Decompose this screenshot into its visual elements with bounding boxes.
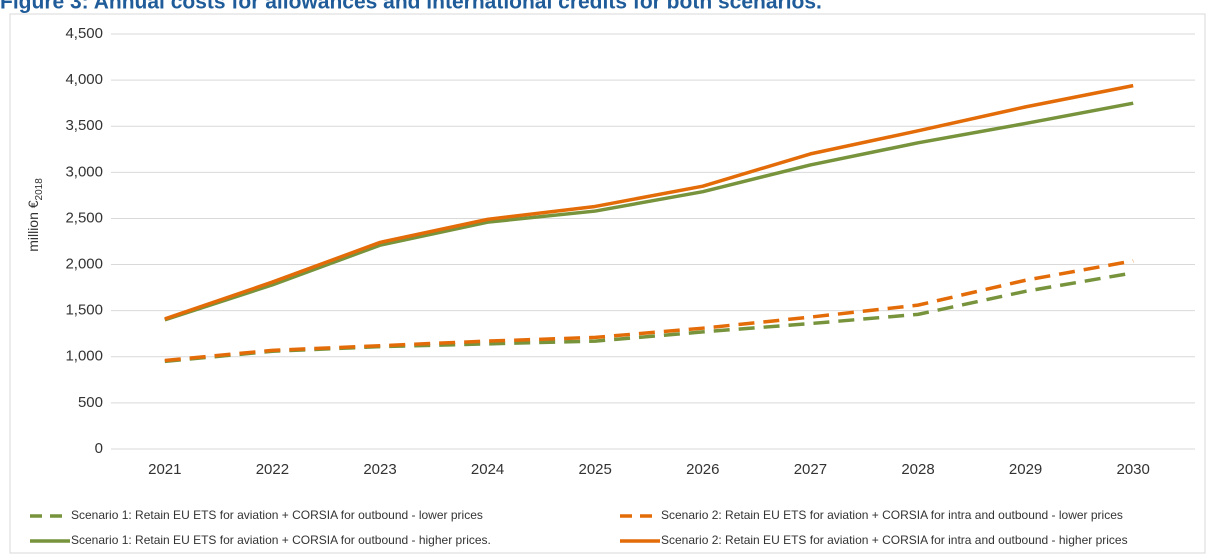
y-tick-label: 3,000 bbox=[65, 163, 103, 180]
y-tick-label: 2,500 bbox=[65, 209, 103, 226]
y-tick-label: 3,500 bbox=[65, 117, 103, 134]
x-tick-label: 2025 bbox=[579, 461, 612, 478]
y-tick-label: 4,000 bbox=[65, 71, 103, 88]
chart-frame bbox=[9, 13, 1206, 554]
series-line bbox=[164, 271, 1134, 364]
series-line bbox=[164, 83, 1134, 321]
x-tick-label: 2028 bbox=[901, 461, 934, 478]
y-axis-label: million €2018 bbox=[25, 178, 45, 252]
x-tick-label: 2029 bbox=[1009, 461, 1042, 478]
chart-title: Figure 3: Annual costs for allowances an… bbox=[0, 0, 822, 14]
x-tick-label: 2022 bbox=[256, 461, 289, 478]
x-tick-label: 2023 bbox=[363, 461, 396, 478]
y-tick-label: 2,000 bbox=[65, 256, 103, 273]
x-tick-label: 2024 bbox=[471, 461, 504, 478]
y-tick-label: 0 bbox=[95, 440, 103, 457]
y-tick-label: 1,000 bbox=[65, 348, 103, 365]
x-tick-label: 2027 bbox=[794, 461, 827, 478]
legend-label: Scenario 1: Retain EU ETS for aviation +… bbox=[71, 533, 491, 547]
x-tick-label: 2021 bbox=[148, 461, 181, 478]
x-tick-label: 2030 bbox=[1117, 461, 1150, 478]
y-axis-label-sub: 2018 bbox=[34, 178, 45, 201]
series-line bbox=[164, 101, 1134, 322]
legend-label: Scenario 2: Retain EU ETS for aviation +… bbox=[661, 533, 1128, 547]
legend-label: Scenario 2: Retain EU ETS for aviation +… bbox=[661, 508, 1123, 522]
y-tick-label: 500 bbox=[78, 394, 103, 411]
y-tick-label: 1,500 bbox=[65, 302, 103, 319]
y-axis-label-main: million € bbox=[25, 200, 41, 252]
legend-label: Scenario 1: Retain EU ETS for aviation +… bbox=[71, 508, 483, 522]
series-line bbox=[164, 259, 1134, 363]
x-tick-label: 2026 bbox=[686, 461, 719, 478]
y-tick-label: 4,500 bbox=[65, 25, 103, 42]
